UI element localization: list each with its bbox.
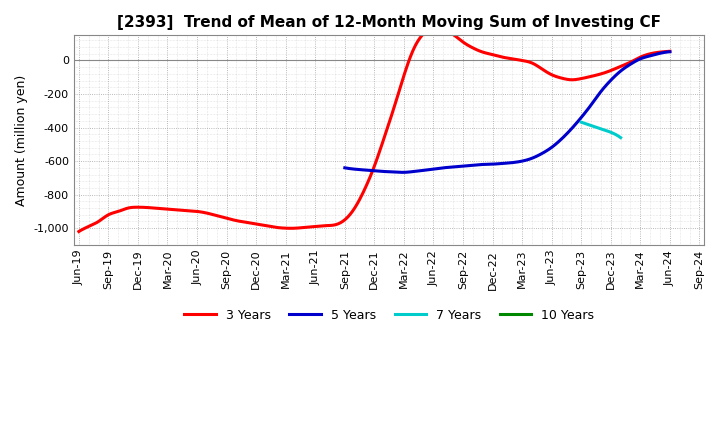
3 Years	[652, 50, 661, 55]
3 Years	[431, 25, 440, 30]
5 Years	[495, 161, 504, 166]
3 Years	[560, 76, 569, 81]
3 Years	[395, 90, 403, 95]
3 Years	[355, 197, 364, 202]
7 Years	[600, 128, 609, 133]
5 Years	[517, 159, 526, 164]
5 Years	[341, 165, 349, 170]
7 Years	[616, 134, 624, 139]
3 Years	[75, 229, 84, 234]
7 Years	[598, 127, 607, 132]
5 Years	[398, 170, 407, 175]
5 Years	[658, 50, 667, 55]
Title: [2393]  Trend of Mean of 12-Month Moving Sum of Investing CF: [2393] Trend of Mean of 12-Month Moving …	[117, 15, 661, 30]
5 Years	[665, 49, 674, 55]
3 Years	[665, 49, 674, 54]
Legend: 3 Years, 5 Years, 7 Years, 10 Years: 3 Years, 5 Years, 7 Years, 10 Years	[179, 304, 599, 327]
7 Years	[577, 120, 585, 125]
5 Years	[498, 161, 506, 166]
5 Years	[608, 77, 616, 82]
Line: 5 Years: 5 Years	[345, 52, 670, 172]
3 Years	[426, 26, 435, 31]
Line: 7 Years: 7 Years	[581, 122, 621, 138]
7 Years	[595, 126, 604, 131]
7 Years	[609, 131, 618, 136]
Line: 3 Years: 3 Years	[79, 28, 670, 231]
7 Years	[616, 135, 625, 140]
7 Years	[596, 126, 605, 131]
5 Years	[535, 152, 544, 158]
Y-axis label: Amount (million yen): Amount (million yen)	[15, 74, 28, 206]
3 Years	[359, 190, 367, 195]
